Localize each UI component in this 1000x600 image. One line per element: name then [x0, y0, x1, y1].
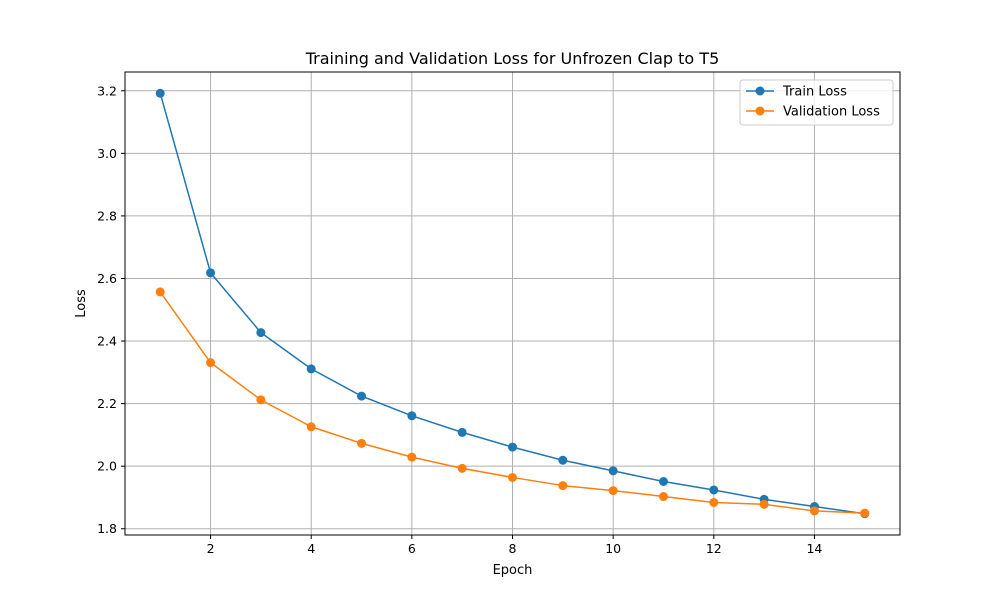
- legend-marker-train: [755, 86, 765, 96]
- data-point: [658, 477, 668, 487]
- data-point: [608, 466, 618, 476]
- legend-box: [739, 79, 894, 126]
- data-point: [608, 486, 618, 496]
- data-point: [508, 472, 517, 482]
- legend: Train Loss Validation Loss: [739, 79, 894, 126]
- data-point: [155, 88, 165, 98]
- x-tick-label: 10: [605, 541, 621, 556]
- y-tick-label: 2.6: [97, 271, 117, 286]
- legend-label-train: Train Loss: [782, 85, 847, 100]
- data-point: [558, 481, 568, 491]
- x-tick-label: 6: [408, 541, 416, 556]
- y-tick-label: 1.8: [97, 521, 117, 536]
- y-tick-label: 3.0: [97, 146, 117, 161]
- data-point: [206, 358, 216, 368]
- x-tick-label: 8: [509, 541, 517, 556]
- data-point: [658, 492, 668, 502]
- data-point: [759, 499, 769, 509]
- series-validation: [155, 287, 870, 518]
- data-point: [809, 506, 819, 516]
- data-point: [860, 508, 870, 518]
- data-point: [306, 364, 316, 374]
- legend-marker-validation: [755, 106, 765, 116]
- x-tick-label: 2: [207, 541, 215, 556]
- data-point: [357, 438, 367, 448]
- y-axis-label: Loss: [74, 289, 89, 318]
- data-point: [508, 442, 517, 452]
- axis-ticks: 2 4 6 8 10 12 14 1.8 2.0 2.2 2.4 2.6 2.8 3.0 3.2: [97, 83, 822, 556]
- data-point: [155, 287, 165, 297]
- y-tick-label: 2.8: [97, 208, 117, 223]
- data-point: [256, 328, 266, 338]
- data-point: [558, 455, 568, 465]
- y-tick-label: 2.4: [97, 334, 117, 349]
- data-point: [256, 395, 266, 405]
- y-tick-label: 2.2: [97, 396, 117, 411]
- data-point: [407, 411, 417, 421]
- series-layer: [155, 88, 870, 519]
- data-point: [306, 422, 316, 432]
- chart-title: Training and Validation Loss for Unfroze…: [305, 49, 720, 68]
- data-point: [709, 497, 719, 507]
- x-tick-label: 12: [706, 541, 722, 556]
- grid: [125, 72, 900, 535]
- y-tick-label: 2.0: [97, 459, 117, 474]
- data-point: [709, 485, 719, 495]
- x-tick-label: 4: [307, 541, 315, 556]
- x-tick-label: 14: [806, 541, 822, 556]
- data-point: [457, 463, 467, 473]
- data-point: [407, 452, 417, 462]
- legend-label-validation: Validation Loss: [783, 105, 880, 120]
- data-point: [206, 268, 216, 278]
- data-point: [457, 427, 467, 437]
- y-tick-label: 3.2: [97, 83, 117, 98]
- data-point: [357, 391, 367, 401]
- x-axis-label: Epoch: [493, 563, 533, 578]
